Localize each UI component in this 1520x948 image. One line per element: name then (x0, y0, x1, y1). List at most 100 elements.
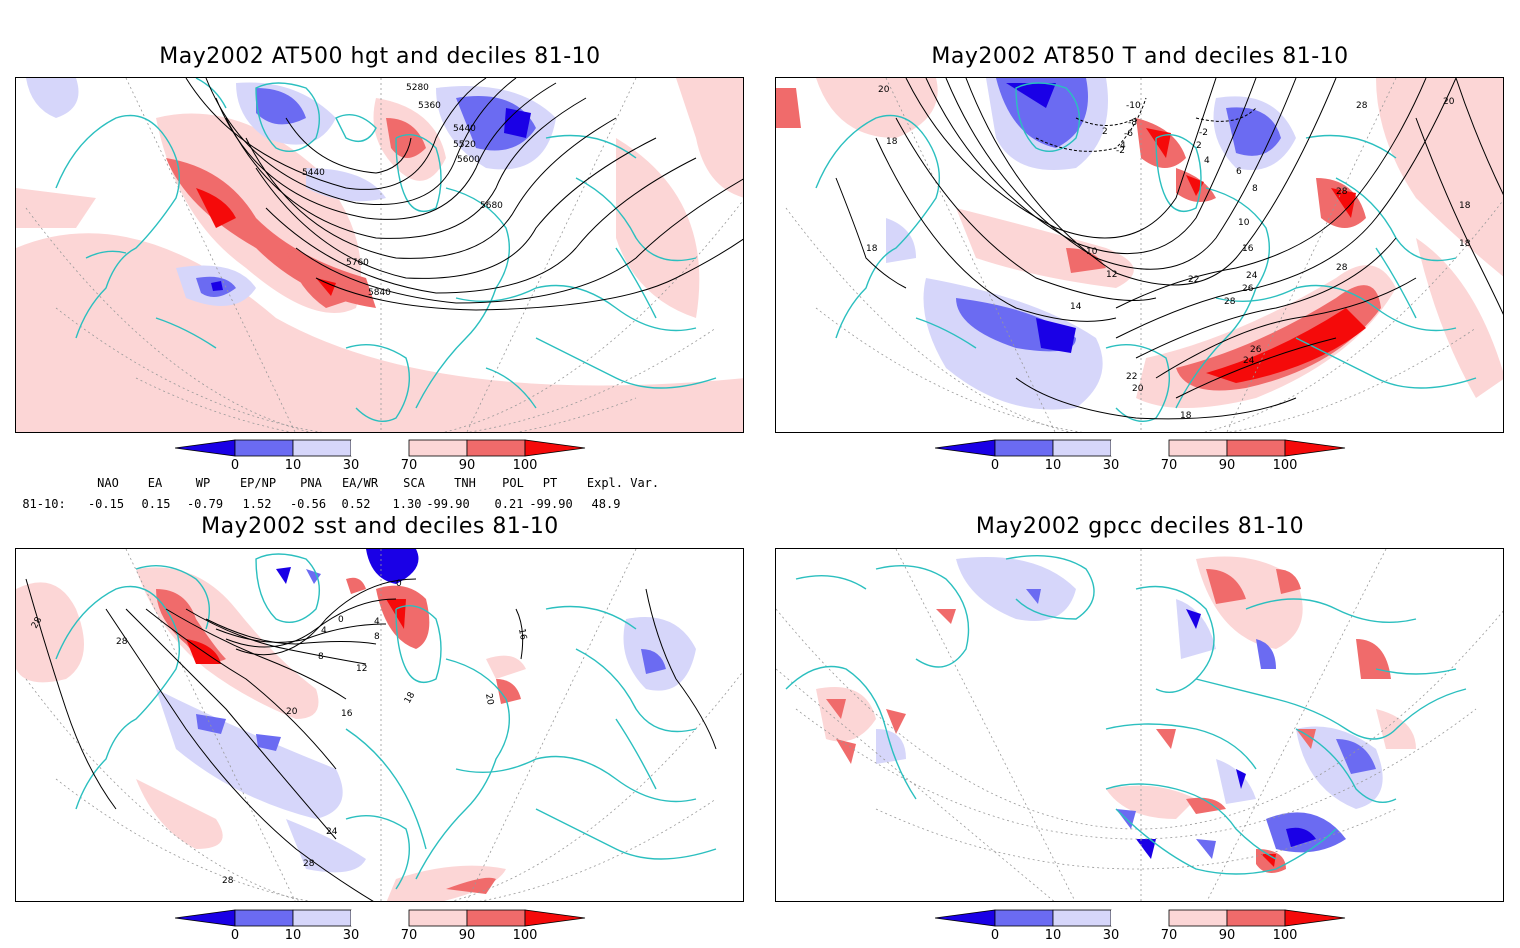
contour-labels: 20 18 18 10 12 14 -10 -8 -6 -2 2 4 -2 2 … (866, 85, 1471, 421)
svg-text:-10: -10 (1126, 101, 1141, 111)
svg-text:24: 24 (326, 827, 338, 837)
decile-shading (16, 549, 696, 901)
svg-text:8: 8 (1252, 184, 1258, 194)
svg-text:0: 0 (396, 579, 402, 589)
decile-shading (816, 556, 1416, 873)
svg-text:8: 8 (374, 632, 380, 642)
colorbar-tick-label: 30 (342, 458, 360, 473)
svg-text:26: 26 (1242, 284, 1254, 294)
svg-text:18: 18 (1180, 411, 1192, 421)
colorbar-tick-label: 30 (342, 928, 360, 943)
svg-text:5280: 5280 (406, 83, 429, 93)
svg-text:28: 28 (222, 876, 234, 886)
svg-text:18: 18 (403, 690, 418, 705)
colorbar-tick-label: 0 (990, 458, 1000, 473)
svg-text:10: 10 (1238, 218, 1250, 228)
colorbar-tick-label: 0 (230, 928, 240, 943)
colorbar-tick-label: 90 (1218, 928, 1236, 943)
svg-text:28: 28 (116, 637, 128, 647)
svg-text:4: 4 (1204, 156, 1210, 166)
svg-text:28: 28 (1356, 101, 1368, 111)
svg-text:22: 22 (1188, 275, 1199, 285)
index-value: 0.15 (141, 497, 171, 511)
colorbar-tick-label: 10 (1044, 928, 1062, 943)
index-value: 0.21 (494, 497, 524, 511)
svg-text:20: 20 (483, 693, 495, 706)
panel-1-title: May2002 AT500 hgt and deciles 81-10 (159, 44, 601, 69)
coastlines (815, 82, 1477, 422)
colorbar-tick-label: 10 (1044, 458, 1062, 473)
svg-text:-6: -6 (1124, 129, 1133, 139)
colorbar-tick-label: 90 (458, 458, 476, 473)
contour-labels: 28 28 20 0 4 0 4 8 8 12 16 18 16 20 24 2… (30, 579, 528, 886)
svg-text:28: 28 (303, 859, 315, 869)
colorbar-tick-label: 90 (458, 928, 476, 943)
svg-text:18: 18 (1459, 201, 1471, 211)
svg-text:4: 4 (321, 626, 327, 636)
svg-text:5520: 5520 (453, 140, 476, 150)
contour-labels: 5280 5360 5440 5520 5600 5440 5680 5760 … (302, 83, 503, 298)
index-header: NAO (97, 476, 119, 490)
map-panel-sst: 28 28 20 0 4 0 4 8 8 12 16 18 16 20 24 2… (15, 548, 744, 902)
colorbar-tick-label: 0 (990, 928, 1000, 943)
decile-shading (776, 78, 1503, 410)
colorbar-tick-label: 70 (400, 928, 418, 943)
panel-2-title: May2002 AT850 T and deciles 81-10 (931, 44, 1349, 69)
svg-text:5440: 5440 (453, 124, 476, 134)
coastlines (785, 555, 1467, 875)
graticule (776, 549, 1503, 901)
map-panel-gpcc (775, 548, 1504, 902)
svg-text:22: 22 (1126, 372, 1137, 382)
svg-text:26: 26 (1250, 345, 1262, 355)
index-header: EP/NP (239, 476, 277, 490)
panel-3-title: May2002 sst and deciles 81-10 (201, 514, 559, 539)
svg-text:28: 28 (1224, 297, 1236, 307)
colorbar-tick-label: 10 (284, 928, 302, 943)
svg-text:24: 24 (1246, 271, 1258, 281)
index-value: -0.15 (87, 497, 125, 511)
index-header: Expl. Var. (586, 476, 660, 490)
svg-text:12: 12 (1106, 270, 1117, 280)
svg-text:-8: -8 (1128, 118, 1137, 128)
index-header: EA/WR (341, 476, 379, 490)
sst-contours (25, 578, 717, 901)
svg-text:18: 18 (886, 137, 898, 147)
svg-text:14: 14 (1070, 302, 1082, 312)
index-row-label: 81-10: (22, 497, 66, 511)
index-value: 1.30 (392, 497, 422, 511)
index-value: -0.79 (186, 497, 224, 511)
svg-text:18: 18 (1459, 239, 1471, 249)
svg-text:20: 20 (286, 707, 298, 717)
index-header: SCA (403, 476, 425, 490)
svg-text:5360: 5360 (418, 101, 441, 111)
decile-shading (16, 78, 743, 432)
svg-text:10: 10 (1086, 247, 1098, 257)
svg-text:6: 6 (1236, 167, 1242, 177)
index-value: 0.52 (341, 497, 371, 511)
temperature-contours (835, 78, 1503, 420)
panel-4-title: May2002 gpcc deciles 81-10 (975, 514, 1305, 539)
svg-text:5440: 5440 (302, 168, 325, 178)
svg-text:5600: 5600 (457, 155, 480, 165)
colorbar-tick-label: 0 (230, 458, 240, 473)
graticule (25, 549, 743, 901)
svg-text:5680: 5680 (480, 201, 503, 211)
svg-text:2: 2 (1196, 141, 1202, 151)
map-panel-at850-t: 20 18 18 10 12 14 -10 -8 -6 -2 2 4 -2 2 … (775, 77, 1504, 433)
colorbar-at500: 0 10 30 70 90 100 (175, 438, 595, 478)
index-header: EA (147, 476, 163, 490)
colorbar-tick-label: 30 (1102, 928, 1120, 943)
colorbar-tick-label: 70 (1160, 928, 1178, 943)
map-panel-at500-hgt: 5280 5360 5440 5520 5600 5440 5680 5760 … (15, 77, 744, 433)
svg-text:16: 16 (341, 709, 353, 719)
svg-text:28: 28 (1336, 263, 1348, 273)
graticule (785, 78, 1503, 432)
index-value: -99.90 (529, 497, 573, 511)
svg-text:16: 16 (516, 628, 528, 641)
index-value: 1.52 (242, 497, 272, 511)
svg-text:-2: -2 (1199, 128, 1208, 138)
colorbar-tick-label: 30 (1102, 458, 1120, 473)
colorbar-tick-label: 100 (1272, 458, 1298, 473)
colorbar-sst: 0 10 30 70 90 100 (175, 908, 595, 948)
index-header: PT (542, 476, 558, 490)
